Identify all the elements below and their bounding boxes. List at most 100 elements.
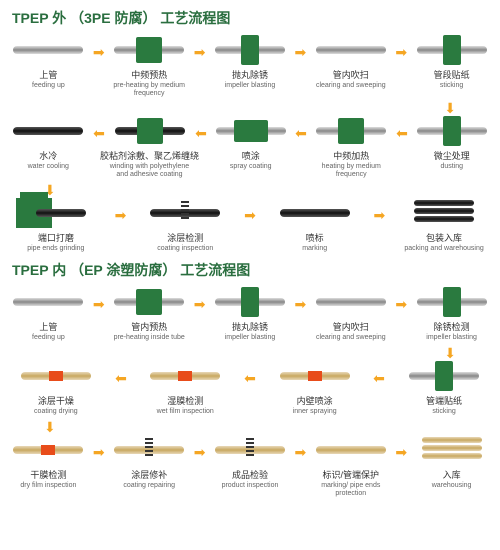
step-label-cn: 管内预热 [131,320,167,333]
step-label-cn: 端口打磨 [38,231,74,244]
step-icon [311,34,391,66]
step-icon [404,360,484,392]
step-icon [211,115,291,147]
process-row: 干膜检测 dry film inspection ➡ 涂层修补 coating … [4,434,496,497]
step-icon [145,360,225,392]
step-icon [16,360,96,392]
arrow-icon: ➡ [115,360,127,387]
step-label-en: marking/ pipe ends protection [306,482,395,497]
step-label-cn: 入库 [443,468,461,481]
process-step: 管内吹扫 clearing and sweeping [306,34,395,90]
step-icon [8,286,88,318]
arrow-icon: ➡ [93,434,105,461]
step-label-cn: 干膜检测 [30,468,66,481]
arrow-icon: ➡ [395,34,407,61]
step-label-cn: 管端贴纸 [426,394,462,407]
step-label-en: warehousing [432,482,472,490]
step-label-en: sticking [440,82,463,90]
arrow-icon: ➡ [194,434,206,461]
diagram-title: TPEP 内 （EP 涂塑防腐） 工艺流程图 [12,260,496,280]
arrow-icon: ➡ [395,286,407,313]
arrow-icon: ➡ [194,34,206,61]
process-step: 抛丸除锈 impeller blasting [206,286,295,342]
arrow-icon: ➡ [395,434,407,461]
process-step: 除锈检测 impeller blasting [407,286,496,342]
process-step: 管内预热 pre-heating inside tube [105,286,194,342]
step-label-cn: 抛丸除锈 [232,320,268,333]
step-label-cn: 中频加热 [333,149,369,162]
step-icon [210,34,290,66]
process-step: 抛丸除锈 impeller blasting [206,34,295,90]
arrow-icon: ➡ [294,434,306,461]
step-label-cn: 喷涂 [242,149,260,162]
step-label-cn: 上管 [39,68,57,81]
step-label-cn: 湿膜检测 [167,394,203,407]
step-label-cn: 微尘处理 [434,149,470,162]
step-label-cn: 管内吹扫 [333,68,369,81]
step-label-en: spray coating [230,163,272,171]
step-label-cn: 涂层修补 [131,468,167,481]
process-step: 涂层干燥 coating drying [11,360,101,416]
step-label-en: winding with polyethylene and adhesive c… [105,163,195,178]
step-icon [210,434,290,466]
step-icon [311,286,391,318]
arrow-icon: ➡ [396,115,408,142]
process-step: 入库 warehousing [407,434,496,490]
process-step: 湿膜检测 wet film inspection [140,360,230,416]
step-icon [412,34,492,66]
arrow-icon: ➡ [115,197,127,224]
process-row: 上管 feeding up ➡ 中频预热 pre-heating by medi… [4,34,496,97]
step-label-en: water cooling [28,163,69,171]
arrow-icon: ➡ [294,34,306,61]
process-step: 标识/管端保护 marking/ pipe ends protection [306,434,395,497]
down-arrow-icon: ⬇ [4,101,496,115]
step-label-en: dusting [440,163,463,171]
step-label-cn: 成品检验 [232,468,268,481]
step-label-cn: 管内吹扫 [333,320,369,333]
step-label-en: dry film inspection [20,482,76,490]
step-label-en: pre-heating inside tube [114,334,185,342]
process-step: 中频预热 pre-heating by medium frequency [105,34,194,97]
process-step: 管端贴纸 sticking [399,360,489,416]
step-icon [311,434,391,466]
step-label-en: coating inspection [157,245,213,253]
step-icon [145,197,225,229]
down-arrow-icon: ⬇ [4,346,496,360]
process-step: 管段贴纸 sticking [407,34,496,90]
step-icon [412,115,492,147]
step-icon [275,197,355,229]
step-label-cn: 内壁喷涂 [297,394,333,407]
step-label-en: coating repairing [123,482,175,490]
step-label-en: feeding up [32,334,65,342]
process-step: 胶粘剂涂敷、聚乙烯缠绕 winding with polyethylene an… [105,115,195,178]
process-step: 水冷 water cooling [4,115,93,171]
step-label-en: clearing and sweeping [316,82,386,90]
step-label-en: packing and warehousing [404,245,483,253]
process-row: 上管 feeding up ➡ 管内预热 pre-heating inside … [4,286,496,342]
step-label-cn: 抛丸除锈 [232,68,268,81]
step-label-en: clearing and sweeping [316,334,386,342]
arrow-icon: ➡ [295,115,307,142]
step-label-cn: 胶粘剂涂敷、聚乙烯缠绕 [100,149,199,162]
step-icon [210,286,290,318]
step-icon [275,360,355,392]
step-label-en: pre-heating by medium frequency [105,82,194,97]
down-arrow-icon: ⬇ [4,183,496,197]
step-icon [412,434,492,466]
step-label-en: marking [302,245,327,253]
step-label-cn: 中频预热 [131,68,167,81]
step-label-cn: 涂层检测 [167,231,203,244]
process-row: 端口打磨 pipe ends grinding ➡ 涂层检测 coating i… [4,197,496,253]
arrow-icon: ➡ [93,34,105,61]
arrow-icon: ➡ [373,197,385,224]
down-arrow-icon: ⬇ [4,420,496,434]
diagram-1: TPEP 内 （EP 涂塑防腐） 工艺流程图 上管 feeding up ➡ 管… [4,260,496,497]
process-step: 涂层修补 coating repairing [105,434,194,490]
step-icon [311,115,391,147]
step-icon [8,434,88,466]
step-label-cn: 喷标 [306,231,324,244]
process-step: 端口打磨 pipe ends grinding [11,197,101,253]
diagram-title: TPEP 外 （3PE 防腐） 工艺流程图 [12,8,496,28]
arrow-icon: ➡ [244,197,256,224]
step-icon [109,34,189,66]
